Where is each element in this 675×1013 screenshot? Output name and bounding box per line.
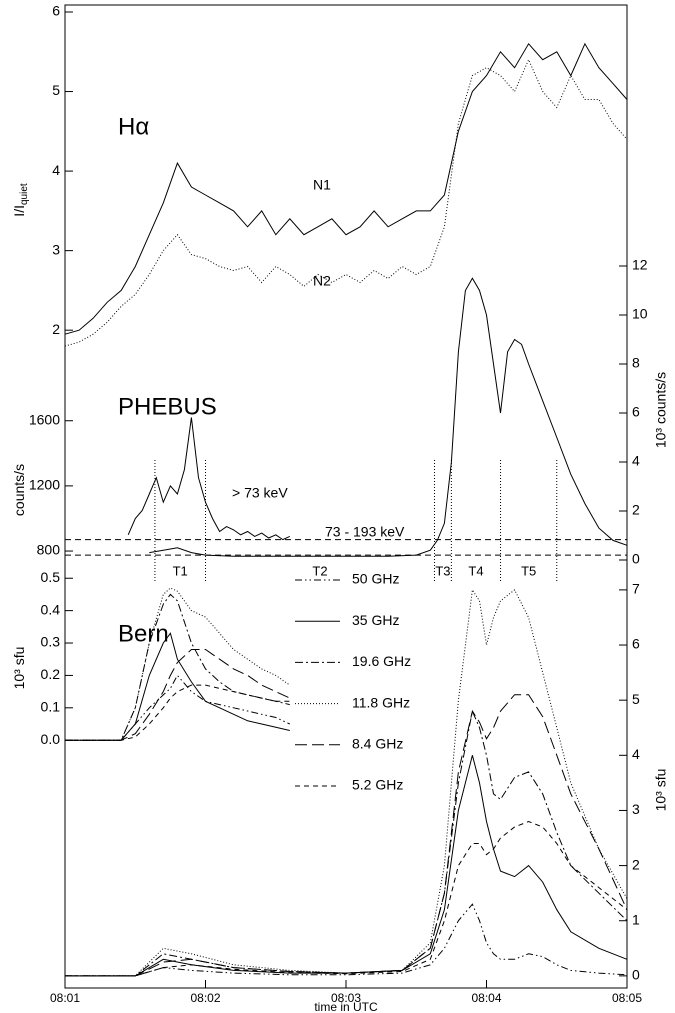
panel-title: PHEBUS xyxy=(118,393,217,420)
y2-tick-label: 4 xyxy=(632,746,640,762)
y2-tick-label: 8 xyxy=(632,355,640,371)
y-axis-label: I/Iquiet xyxy=(11,183,30,217)
y-tick-label: 2 xyxy=(52,321,60,337)
series-line xyxy=(64,58,628,347)
y-tick-label: 0.4 xyxy=(41,601,61,617)
y2-tick-label: 1 xyxy=(632,911,640,927)
legend-label: 5.2 GHz xyxy=(352,777,403,793)
inset-line xyxy=(65,632,290,741)
y-tick-label: 800 xyxy=(37,542,61,558)
y-tick-label: 1600 xyxy=(29,411,60,427)
y-tick-label: 6 xyxy=(52,3,60,19)
y2-axis-label: 10³ counts/s xyxy=(653,372,669,448)
x-axis-label: time in UTC xyxy=(314,1000,378,1013)
y2-tick-label: 5 xyxy=(632,691,640,707)
inset-line xyxy=(65,587,291,741)
interval-label: T3 xyxy=(435,563,450,578)
y-axis-label: counts/s xyxy=(11,464,27,516)
series-line xyxy=(149,277,628,557)
series-line xyxy=(65,694,628,977)
y2-tick-label: 6 xyxy=(632,404,640,420)
x-tick-label: 08:01 xyxy=(50,991,80,1005)
y2-tick-label: 0 xyxy=(632,967,640,983)
y-axis-label-main: 10³ sfu xyxy=(11,647,27,690)
series-line xyxy=(65,820,628,977)
series-line xyxy=(64,42,628,335)
y-axis-label-main: I/I xyxy=(11,205,27,217)
legend-label: 50 GHz xyxy=(352,571,399,587)
y-axis-label: 10³ sfu xyxy=(11,647,27,690)
series-line xyxy=(65,755,628,977)
y2-tick-label: 12 xyxy=(632,257,648,273)
inset-line xyxy=(65,593,290,741)
inset-line xyxy=(65,649,291,741)
legend-label: 19.6 GHz xyxy=(352,653,411,669)
y-tick-label: 0.3 xyxy=(41,634,61,650)
x-tick-label: 08:04 xyxy=(471,991,501,1005)
series-line xyxy=(65,903,628,977)
interval-label: T1 xyxy=(173,563,188,578)
y2-tick-label: 2 xyxy=(632,856,640,872)
series-label: N1 xyxy=(313,177,331,193)
series-line xyxy=(65,709,628,977)
legend-label: 35 GHz xyxy=(352,612,399,628)
y2-tick-label: 2 xyxy=(632,502,640,518)
y-axis-label-main: counts/s xyxy=(11,464,27,516)
inset-line xyxy=(65,684,290,741)
plot-frame xyxy=(64,4,628,989)
series-label: > 73 keV xyxy=(232,485,288,501)
y-tick-label: 0.1 xyxy=(41,699,61,715)
panel-title: Bern xyxy=(118,620,169,647)
y-tick-label: 1200 xyxy=(29,477,60,493)
y-tick-label: 0.5 xyxy=(41,569,61,585)
y-axis-label-sub: quiet xyxy=(19,183,30,205)
legend-label: 11.8 GHz xyxy=(352,694,410,710)
x-tick-label: 08:02 xyxy=(190,991,220,1005)
y2-tick-label: 6 xyxy=(632,636,640,652)
legend-label: 8.4 GHz xyxy=(352,736,403,752)
series-line xyxy=(127,417,291,541)
y2-tick-label: 4 xyxy=(632,453,640,469)
y2-tick-label: 10 xyxy=(632,306,648,322)
y2-tick-label: 7 xyxy=(632,581,640,597)
y-tick-label: 3 xyxy=(52,241,60,257)
y-tick-label: 0.2 xyxy=(41,666,61,682)
series-label: N2 xyxy=(313,273,331,289)
y-tick-label: 4 xyxy=(52,162,60,178)
y2-axis-label: 10³ sfu xyxy=(653,769,669,812)
series-line xyxy=(65,588,628,977)
x-tick-label: 08:05 xyxy=(612,991,642,1005)
y-tick-label: 0.0 xyxy=(41,731,61,747)
interval-label: T5 xyxy=(521,563,536,578)
panel-title: Hα xyxy=(118,113,149,140)
x-tick-label: 08:03 xyxy=(331,991,361,1005)
y2-tick-label: 3 xyxy=(632,801,640,817)
inset-line xyxy=(65,674,291,741)
interval-label: T4 xyxy=(468,563,483,578)
y-tick-label: 5 xyxy=(52,82,60,98)
interval-label: T2 xyxy=(312,563,327,578)
series-label: 73 - 193 keV xyxy=(325,524,405,540)
y2-tick-label: 0 xyxy=(632,551,640,567)
